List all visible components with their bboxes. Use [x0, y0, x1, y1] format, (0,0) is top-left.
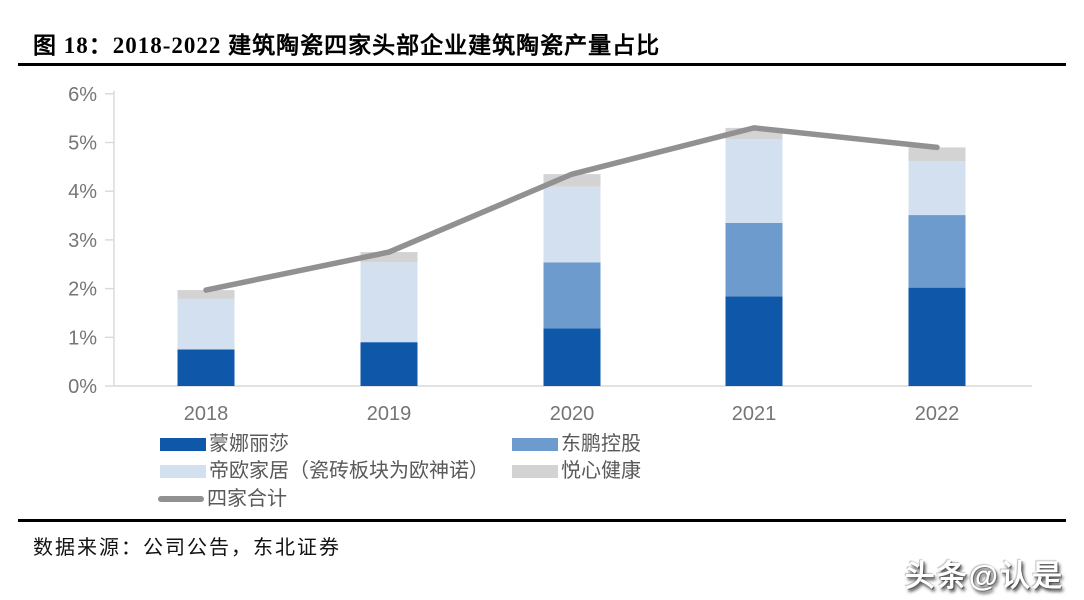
legend-label-total: 四家合计 [207, 488, 287, 510]
legend-item-total: 四家合计 [158, 487, 287, 511]
bar-segment [725, 296, 783, 386]
bar-segment [360, 262, 418, 343]
legend-item-monalisa: 蒙娜丽莎 [160, 432, 289, 456]
bar-segment [543, 262, 601, 329]
y-tick-label: 5% [68, 133, 97, 155]
legend-item-dio: 帝欧家居（瓷砖板块为欧神诺） [160, 459, 489, 483]
data-source: 数据来源：公司公告，东北证券 [33, 537, 341, 559]
bar-segment [543, 328, 601, 386]
legend-label-dio: 帝欧家居（瓷砖板块为欧神诺） [209, 460, 489, 482]
footer-rule [18, 519, 1066, 522]
legend-label-monalisa: 蒙娜丽莎 [209, 433, 289, 455]
bar-segment [177, 298, 235, 350]
bar-segment [725, 127, 783, 140]
y-tick-label: 0% [68, 376, 97, 398]
legend-item-dongpeng: 东鹏控股 [512, 432, 641, 456]
watermark: 头条@认是 [904, 560, 1064, 593]
figure-title: 图 18：2018-2022 建筑陶瓷四家头部企业建筑陶瓷产量占比 [33, 33, 661, 58]
x-axis-label: 2019 [367, 403, 412, 425]
x-axis-label: 2021 [732, 403, 777, 425]
x-axis-label: 2018 [184, 403, 229, 425]
y-tick-label: 6% [68, 84, 97, 106]
bar-segment [177, 349, 235, 386]
legend-swatch-dio [160, 464, 206, 478]
bar-segment [908, 147, 966, 162]
bar-segment [908, 161, 966, 216]
total-line [203, 125, 940, 293]
bar-segment [725, 222, 783, 297]
bar-segment [725, 139, 783, 223]
y-tick-label: 3% [68, 230, 97, 252]
bar-segment [177, 290, 235, 299]
legend-label-yuexin: 悦心健康 [561, 460, 641, 482]
y-tick-label: 1% [68, 327, 97, 349]
x-axis-label: 2022 [915, 403, 960, 425]
x-axis-label: 2020 [550, 403, 595, 425]
bar-segment [908, 287, 966, 386]
bar-segment [360, 252, 418, 263]
bar-segment [360, 342, 418, 386]
legend-swatch-dongpeng [512, 437, 558, 451]
bar-segment [908, 215, 966, 288]
title-underline [18, 63, 1066, 66]
legend-item-yuexin: 悦心健康 [512, 459, 641, 483]
legend-label-dongpeng: 东鹏控股 [561, 433, 641, 455]
y-tick-label: 2% [68, 279, 97, 301]
bar-segment [543, 186, 601, 263]
legend-line-swatch-total [158, 496, 204, 502]
legend-swatch-yuexin [512, 464, 558, 478]
y-tick-label: 4% [68, 181, 97, 203]
legend-swatch-monalisa [160, 437, 206, 451]
